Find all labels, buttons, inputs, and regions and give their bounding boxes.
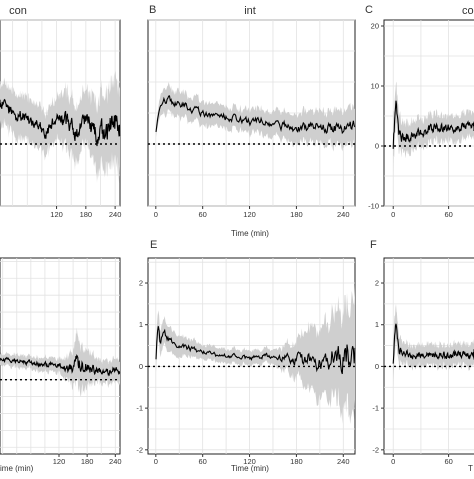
y-tick-label: -2 [372,445,379,454]
series-line [0,98,121,147]
series-line [392,323,474,364]
panel-b-label: B [149,4,156,16]
y-tick-label: 2 [375,279,379,288]
panel-b-x-axis-label: Time (min) [231,229,269,238]
x-tick-label: 240 [337,457,350,466]
y-tick-label: 10 [371,82,379,91]
panel-f-label: F [370,239,377,251]
x-tick-label: 120 [243,457,256,466]
x-tick-label: 0 [391,210,395,219]
y-tick-label: -10 [368,202,379,211]
x-tick-label: 0 [154,457,158,466]
x-tick-label: 0 [154,210,158,219]
y-tick-label: 1 [375,320,379,329]
panel-e-label: E [150,239,157,251]
x-tick-label: 60 [199,457,207,466]
y-tick-label: 20 [371,22,379,31]
y-tick-label: -1 [136,404,143,413]
x-tick-label: 180 [290,210,303,219]
panel-b: B int 0 60 120 180 240 Time (min) [147,4,356,238]
panel-e-x-axis-label: Time (min) [231,464,269,473]
x-tick-label: 0 [391,457,395,466]
x-tick-label: 180 [80,210,93,219]
confidence-band [393,303,474,387]
confidence-band [156,284,355,424]
series-line [392,100,474,149]
x-tick-label: 120 [53,457,66,466]
panel-c: C co 0 60 -10 0 10 20 [365,4,474,219]
panel-a: con 120 180 240 [0,5,121,219]
y-tick-label: 0 [139,362,143,371]
panel-d: 120 180 240 ime (min) [0,257,122,473]
x-tick-label: 120 [50,210,63,219]
y-tick-label: 2 [139,279,143,288]
series-line [155,326,356,375]
panel-f-x-axis-label-partial: T [468,464,473,473]
panel-f: F 0 60 -2 -1 0 1 2 T [370,239,474,473]
y-tick-label: -2 [136,445,143,454]
x-tick-label: 180 [81,457,94,466]
x-tick-label: 120 [243,210,256,219]
x-tick-label: 240 [109,210,122,219]
panel-a-title: con [9,5,27,17]
confidence-band [0,70,120,184]
panel-b-title: int [244,5,256,17]
y-tick-label: 0 [375,142,379,151]
panel-e: E 0 60 120 180 240 -2 -1 0 1 2 Time (min) [136,239,356,473]
x-tick-label: 60 [444,457,452,466]
x-tick-label: 60 [199,210,207,219]
y-tick-label: 1 [139,320,143,329]
x-tick-label: 240 [337,210,350,219]
y-tick-label: -1 [372,404,379,413]
series-line [0,354,121,377]
panel-c-title: co [462,5,474,17]
y-tick-label: 0 [375,362,379,371]
x-tick-label: 180 [290,457,303,466]
x-tick-label: 60 [444,210,452,219]
panel-c-label: C [365,4,373,16]
x-tick-label: 240 [109,457,122,466]
panel-d-x-axis-label-partial: ime (min) [0,464,34,473]
series-line [155,95,356,135]
